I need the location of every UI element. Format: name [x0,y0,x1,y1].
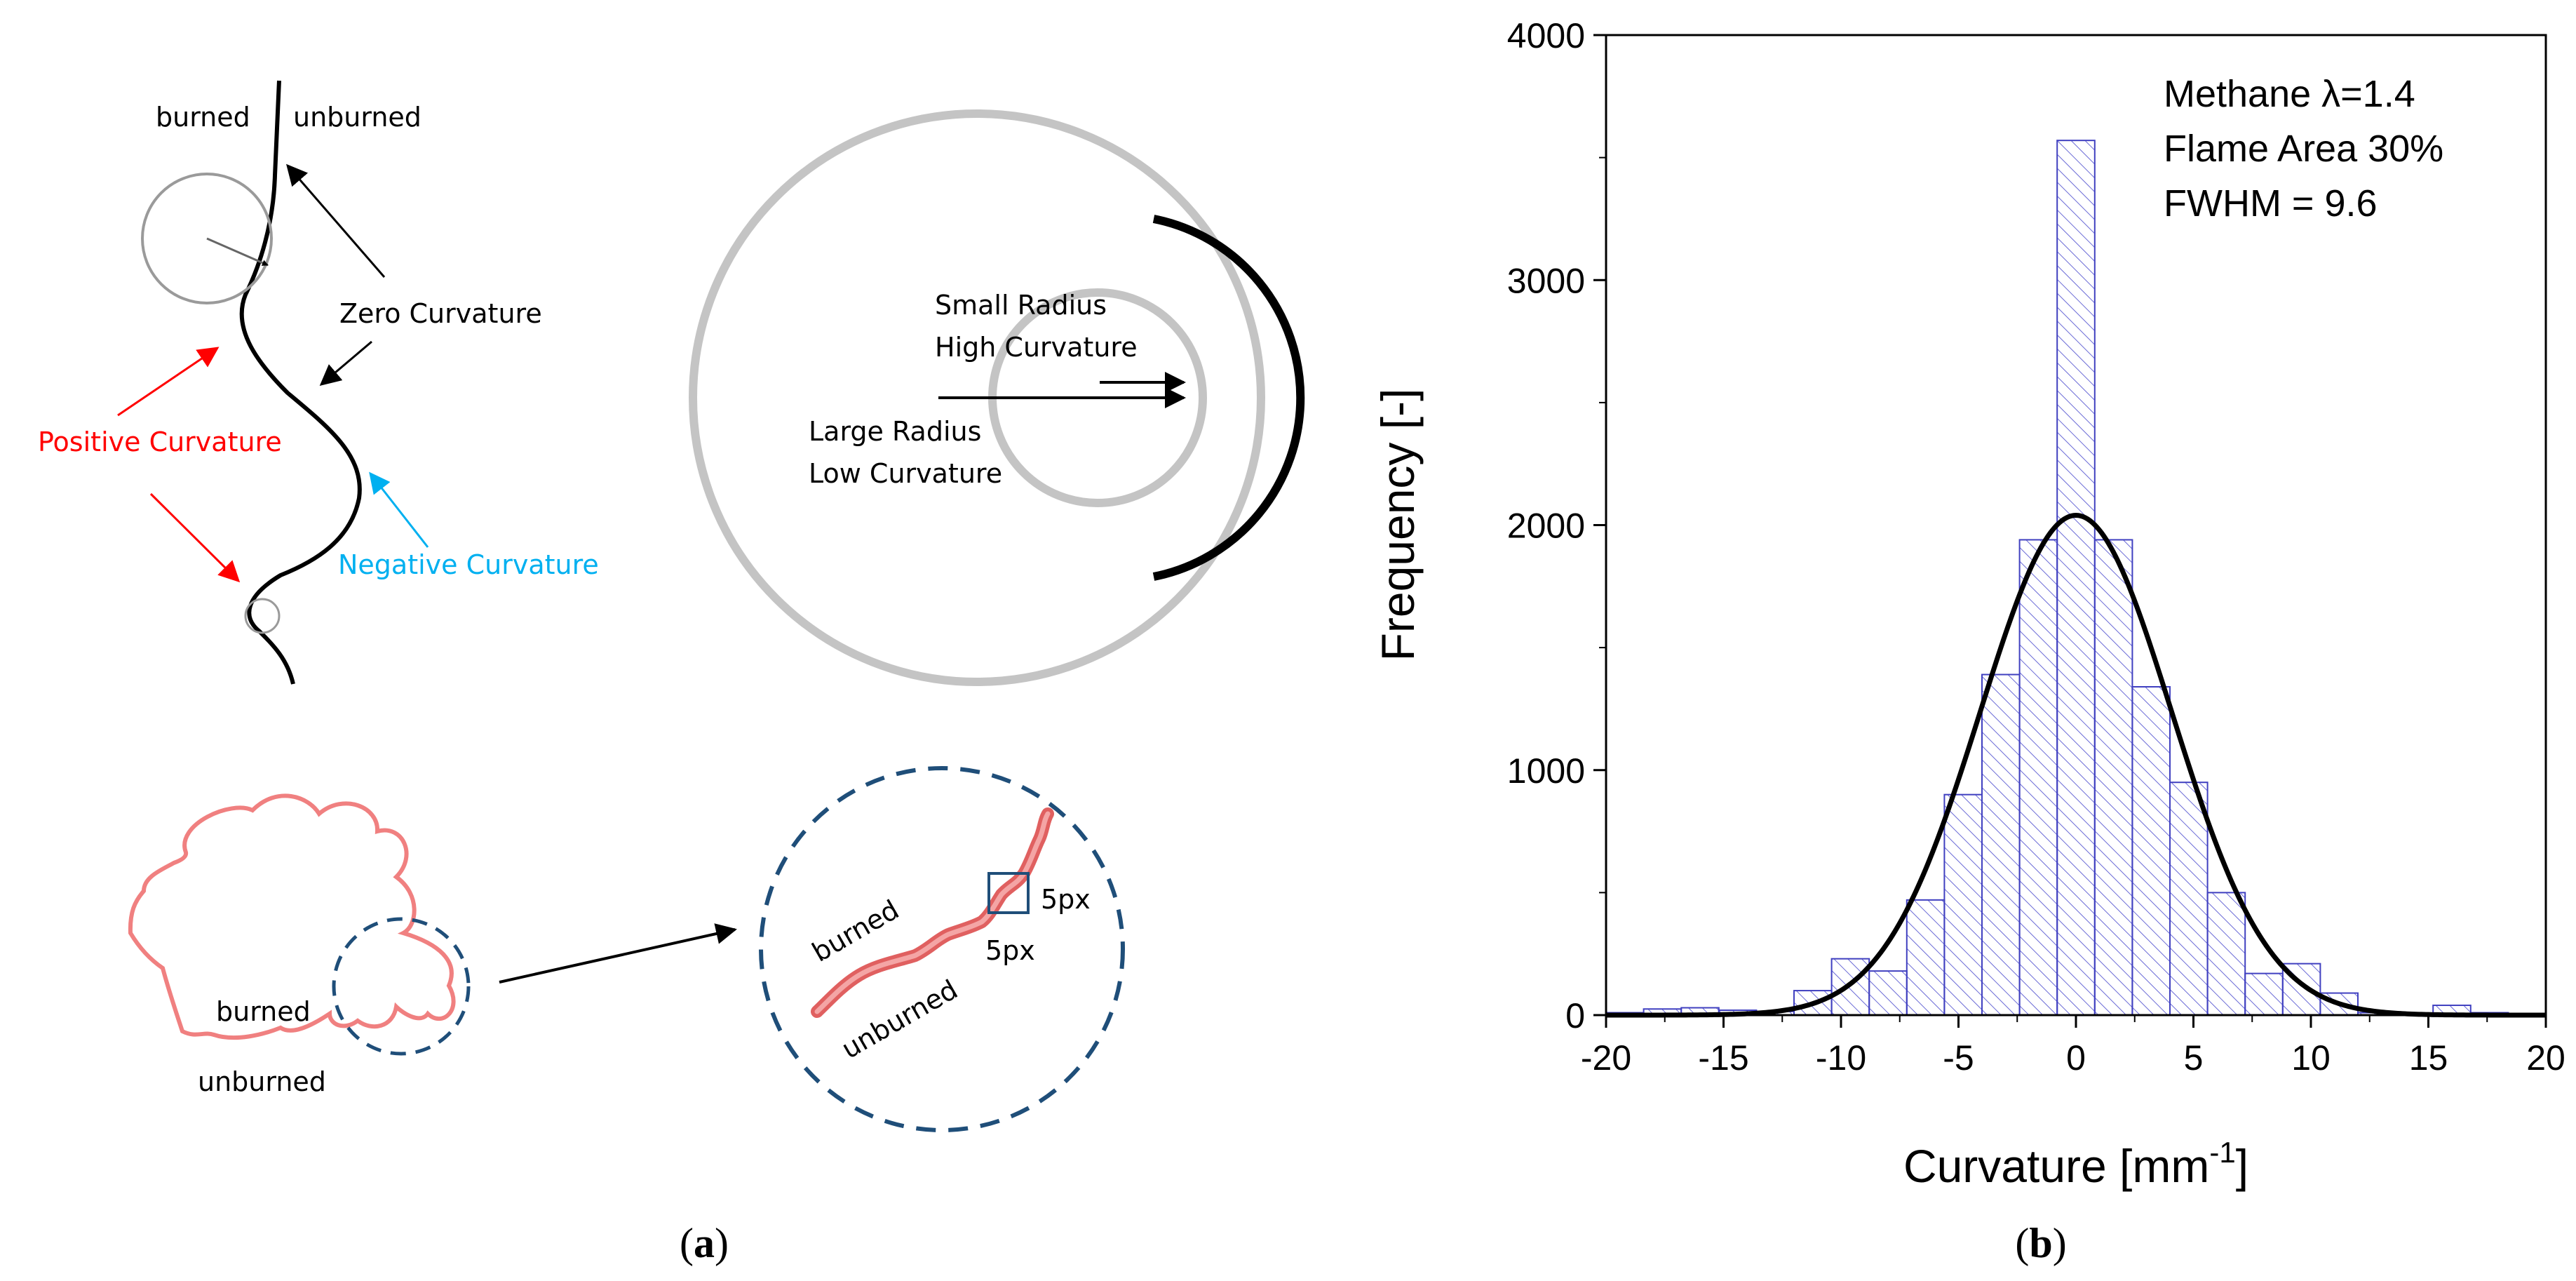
flame-front-line [239,80,362,685]
histogram-bar [1981,673,2021,1016]
small-curvature-circle [244,598,281,634]
x-tick-label: 0 [2066,1038,2086,1078]
pixel-box [987,872,1030,914]
radius-curvature-diagram: Small Radius High Curvature Large Radius… [689,109,1305,686]
positive-curvature-label: Positive Curvature [38,427,282,457]
histogram-bar [2018,539,2058,1016]
low-curvature-label: Low Curvature [809,458,1002,489]
histogram-bar [2056,140,2096,1017]
zero-curvature-arrow-up [286,163,386,278]
flame-arc [1152,215,1305,581]
high-curvature-label: High Curvature [935,332,1138,363]
annotation-fwhm: FWHM = 9.6 [2164,182,2378,224]
panel-b-letter: b [2029,1220,2052,1266]
y-axis-label: Frequency [-] [1372,389,1424,662]
panel-b-label: (b) [2015,1220,2066,1266]
x-tick-label: -5 [1943,1038,1974,1078]
large-radius-label: Large Radius [809,416,981,447]
zoom-detail: burned unburned 5px 5px [759,766,1125,1132]
flame-contour-sketch: burned unburned [128,793,737,1097]
x-axis-label: Curvature [mm-1] [1903,1136,2248,1192]
curvature-sketch: burned unburned Zero Curvature Positive … [38,80,599,685]
zero-curvature-arrow-down [319,340,372,386]
curve-unburned-label: unburned [293,102,422,133]
histogram-bar [2206,892,2246,1016]
flame-unburned-label: unburned [198,1066,326,1097]
histogram-bar [1943,793,1983,1017]
x-tick-label: 10 [2291,1038,2331,1078]
histogram-bar [2244,972,2284,1016]
curve-burned-label: burned [156,102,250,133]
curvature-histogram: -20 -15 -10 -5 0 5 10 15 20 0 1000 2000 3000 4000 Fre… [1372,16,2565,1192]
histogram-bar [2169,782,2209,1017]
x-tick-label: 15 [2409,1038,2448,1078]
x-tick-label: -20 [1581,1038,1631,1078]
x-tick-label: -15 [1698,1038,1748,1078]
small-radius-label: Small Radius [935,290,1107,321]
histogram-bar [1868,970,1908,1017]
histogram-bar [2093,539,2133,1016]
histogram-bar [2131,686,2171,1016]
zoom-flame-segment-highlight [814,811,1051,1014]
annotation-methane: Methane λ=1.4 [2164,73,2415,115]
zoom-arrow [499,923,737,984]
panel-a-label: (a) [680,1220,729,1266]
flame-burned-label: burned [216,996,311,1027]
axis-ticks [1593,34,2547,1028]
positive-curvature-arrow-down [149,492,241,583]
zoom-detail-circle [759,766,1125,1132]
zero-curvature-circle [141,173,273,304]
y-tick-label: 2000 [1507,507,1585,546]
x-tick-label: -10 [1816,1038,1866,1078]
axis-tick-labels: -20 -15 -10 -5 0 5 10 15 20 0 1000 2000 3000 4000 [1507,16,2565,1078]
x-axis-label-superscript: -1 [2209,1136,2235,1169]
y-tick-label: 4000 [1507,16,1585,55]
histogram-bars [1605,140,2547,1017]
radius-arrow [206,237,269,267]
gaussian-fit-line [1606,513,2546,1018]
flame-contour [128,793,456,1040]
x-tick-label: 20 [2526,1038,2565,1078]
x-tick-label: 5 [2184,1038,2204,1078]
y-tick-label: 1000 [1507,751,1585,791]
pixel-size-label-bottom: 5px [985,935,1035,966]
zoom-unburned-label: unburned [837,974,963,1065]
zoom-region-circle [332,917,471,1056]
histogram-bar [1906,899,1946,1017]
negative-curvature-label: Negative Curvature [338,549,599,580]
positive-curvature-arrow-up [117,347,220,417]
y-tick-label: 3000 [1507,261,1585,300]
annotation-flame-area: Flame Area 30% [2164,128,2443,170]
pixel-size-label-right: 5px [1041,884,1091,915]
y-tick-label: 0 [1565,996,1585,1035]
zero-curvature-label: Zero Curvature [339,298,542,329]
negative-curvature-arrow [369,471,429,548]
panel-a-letter: a [694,1220,715,1266]
